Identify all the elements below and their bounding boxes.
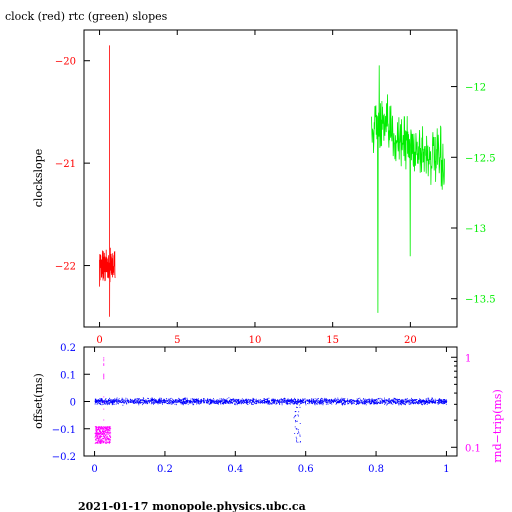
- bottom-x-tick-label: 0.4: [227, 464, 243, 475]
- top-right-tick-label: −12.5: [465, 153, 496, 164]
- top-x-tick-label: 5: [174, 335, 180, 346]
- bottom-left-axis: 0.2 0.1 0 −0.1 −0.2: [52, 343, 90, 463]
- top-chart: −20 −21 −22 −12 −12.5 −13 −13.5 0 5 10 15 20 cloc…: [32, 29, 496, 346]
- chart-title: clock (red) rtc (green) slopes: [5, 10, 168, 23]
- top-y-axis-label: clockslope: [32, 149, 45, 207]
- top-left-tick-label: −22: [55, 262, 76, 273]
- bottom-left-tick-label: −0.2: [52, 452, 76, 463]
- rnd-trip-series: [94, 357, 112, 444]
- top-left-tick-label: −21: [55, 159, 76, 170]
- top-x-tick-label: 0: [96, 335, 102, 346]
- top-x-tick-label: 15: [326, 335, 339, 346]
- top-series-group: [99, 45, 445, 317]
- footer-text: 2021-01-17 monopole.physics.ubc.ca: [78, 500, 306, 512]
- bottom-right-axis: 10.1: [451, 353, 481, 454]
- clock-slope-series: [99, 45, 116, 317]
- bottom-right-axis-label: rnd−trip(ms): [491, 389, 504, 463]
- bottom-x-tick-label: 0.8: [368, 464, 384, 475]
- top-x-tick-label: 10: [249, 335, 262, 346]
- top-x-axis: 0 5 10 15 20: [96, 30, 417, 346]
- top-x-tick-label: 20: [404, 335, 417, 346]
- bottom-x-axis: 0 0.2 0.4 0.6 0.8 1: [91, 347, 450, 475]
- bottom-x-tick-label: 0: [91, 464, 97, 475]
- bottom-x-tick-label: 0.6: [298, 464, 314, 475]
- bottom-left-tick-label: 0.2: [60, 343, 76, 354]
- top-right-tick-label: −13: [465, 224, 486, 235]
- top-right-tick-label: −13.5: [465, 295, 496, 306]
- top-right-tick-label: −12: [465, 83, 486, 94]
- bottom-chart: 0.20.10−0.1−0.2 10.1 0 0.2 0.4 0.6 0.8 1 offs…: [32, 343, 504, 475]
- bottom-left-tick-label: 0.1: [60, 370, 76, 381]
- bottom-right-tick-label: 1: [465, 353, 471, 364]
- top-plot-frame: [83, 29, 458, 328]
- bottom-left-tick-label: 0: [70, 398, 76, 409]
- top-left-axis: −20 −21 −22: [55, 57, 90, 273]
- bottom-series-group: [94, 357, 448, 444]
- top-left-tick-label: −20: [55, 57, 76, 68]
- top-right-axis: −12 −12.5 −13 −13.5: [451, 83, 496, 306]
- bottom-right-tick-label: 0.1: [465, 443, 481, 454]
- bottom-left-tick-label: −0.1: [52, 425, 76, 436]
- bottom-x-tick-label: 0.2: [157, 464, 173, 475]
- bottom-x-tick-label: 1: [443, 464, 449, 475]
- offset-series: [94, 397, 448, 443]
- rtc-slope-series: [371, 65, 445, 313]
- bottom-left-axis-label: offset(ms): [32, 373, 45, 429]
